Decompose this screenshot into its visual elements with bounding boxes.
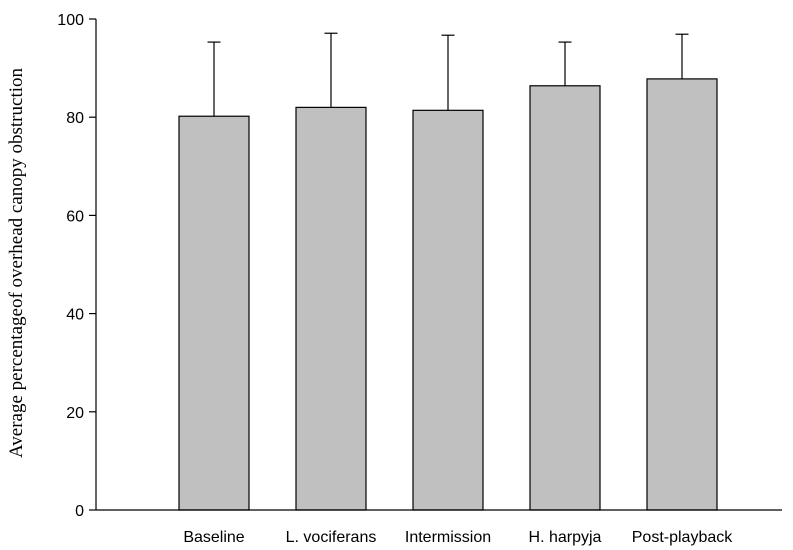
x-category-label: L. vociferans — [286, 529, 377, 546]
plot-area — [178, 32, 718, 511]
y-tick-label: 0 — [75, 503, 84, 520]
y-tick-label: 100 — [57, 12, 84, 29]
y-tick-label: 80 — [66, 110, 84, 127]
bar-baseline — [178, 115, 250, 511]
bar-intermission — [412, 109, 484, 511]
bar-l-vociferans — [295, 106, 367, 511]
y-tick-label: 60 — [66, 208, 84, 225]
y-axis-title: Average percentageof overhead canopy obs… — [6, 67, 27, 458]
y-tick-label: 20 — [66, 405, 84, 422]
x-category-label: Baseline — [183, 529, 244, 546]
y-tick-label: 40 — [66, 307, 84, 324]
x-axis-labels: Baseline L. vociferans Intermission H. harp… — [183, 529, 733, 546]
x-category-label: H. harpyja — [529, 529, 602, 546]
x-category-label: Intermission — [405, 529, 491, 546]
bar-post-playback — [646, 78, 718, 511]
x-category-label: Post-playback — [632, 529, 733, 546]
y-axis-ticks: 0 20 40 60 80 100 — [57, 12, 96, 520]
bar-h-harpyja — [529, 85, 601, 511]
